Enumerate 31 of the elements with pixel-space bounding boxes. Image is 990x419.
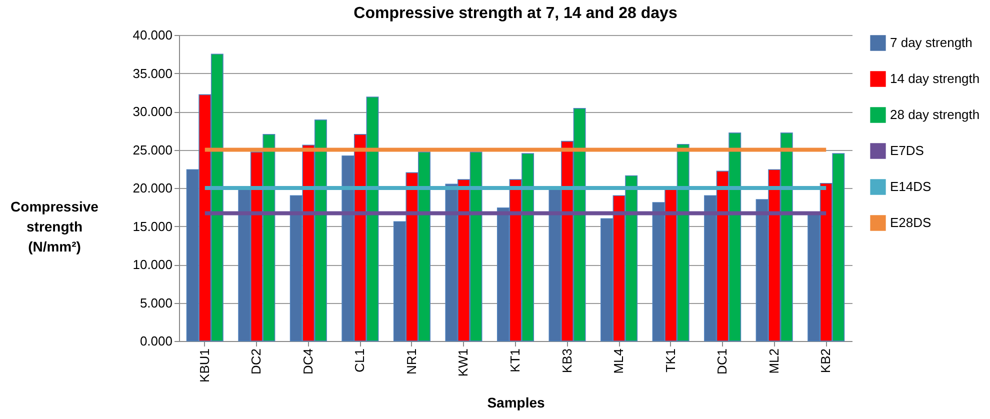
x-tick-label: DC4	[300, 348, 316, 375]
x-tick-label: KT1	[508, 348, 522, 372]
legend-label: 14 day strength	[890, 71, 980, 86]
legend-label: E28DS	[890, 215, 932, 230]
y-tick-label: 35.000	[132, 66, 172, 81]
legend-label: E14DS	[890, 179, 932, 194]
y-tick-label: 5.000	[140, 295, 172, 310]
x-tick-label: KBU1	[196, 348, 212, 382]
x-axis-title: Samples	[487, 394, 546, 410]
x-tick-label: KW1	[456, 348, 471, 377]
y-tick-label: 10.000	[132, 257, 172, 272]
x-tick-label: TK1	[662, 348, 678, 372]
y-tick-label: 20.000	[132, 180, 172, 196]
x-tick-label: KB2	[818, 348, 834, 374]
x-tick-label: CL1	[352, 348, 368, 372]
y-tick-label: 25.000	[132, 142, 172, 158]
x-tick-label: ML2	[766, 348, 782, 374]
y-tick-label: 30.000	[132, 104, 172, 119]
y-tick-label: 0.000	[140, 334, 172, 348]
x-tick-label: NR1	[404, 348, 419, 375]
chart-title: Compressive strength at 7, 14 and 28 days	[354, 5, 678, 22]
x-tick-label: DC2	[248, 348, 264, 375]
legend-label: 28 day strength	[890, 107, 980, 122]
x-tick-label: DC1	[714, 348, 730, 375]
y-tick-label: 40.000	[132, 28, 172, 42]
legend-label: E7DS	[890, 143, 924, 158]
x-tick-label: KB3	[559, 348, 574, 374]
y-axis-title: Compressive strength (N/mm²)	[10, 198, 99, 254]
y-tick-label: 15.000	[132, 218, 172, 234]
legend-label: 7 day strength	[890, 35, 972, 50]
x-tick-label: ML4	[611, 348, 626, 374]
